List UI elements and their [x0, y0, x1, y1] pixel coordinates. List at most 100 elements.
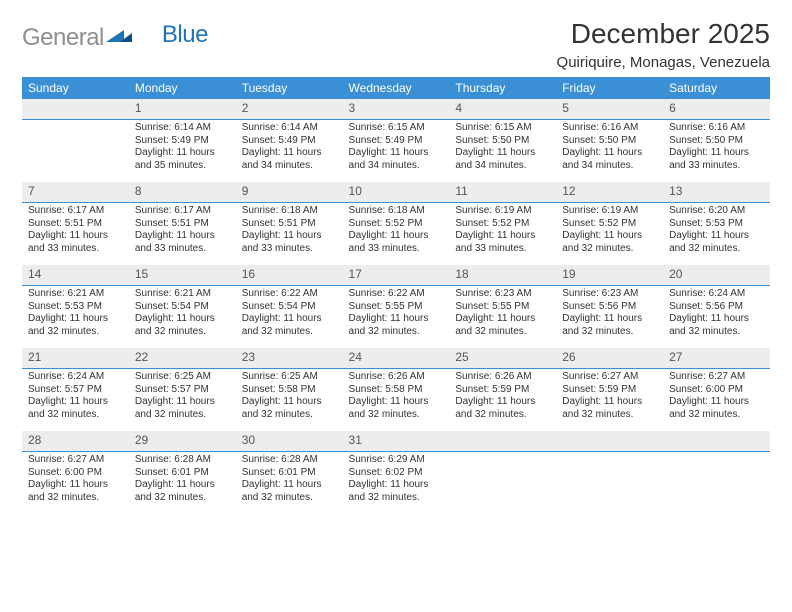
day-body: Sunrise: 6:24 AMSunset: 5:57 PMDaylight:…	[22, 369, 129, 431]
sunset-text: Sunset: 5:51 PM	[28, 218, 123, 231]
sunrise-text: Sunrise: 6:22 AM	[242, 288, 337, 301]
sunset-text: Sunset: 6:01 PM	[135, 467, 230, 480]
day-body	[22, 120, 129, 182]
sunset-text: Sunset: 5:50 PM	[455, 135, 550, 148]
day-cell	[556, 431, 663, 514]
sunrise-text: Sunrise: 6:15 AM	[349, 122, 444, 135]
sunset-text: Sunset: 5:53 PM	[28, 301, 123, 314]
week-row: 14Sunrise: 6:21 AMSunset: 5:53 PMDayligh…	[22, 265, 770, 348]
day-cell: 29Sunrise: 6:28 AMSunset: 6:01 PMDayligh…	[129, 431, 236, 514]
day-body: Sunrise: 6:27 AMSunset: 5:59 PMDaylight:…	[556, 369, 663, 431]
daylight-text: Daylight: 11 hours and 32 minutes.	[242, 479, 337, 504]
dow-saturday: Saturday	[663, 77, 770, 99]
day-number: 6	[663, 99, 770, 120]
day-number: 28	[22, 431, 129, 452]
sunset-text: Sunset: 5:49 PM	[135, 135, 230, 148]
daylight-text: Daylight: 11 hours and 32 minutes.	[28, 313, 123, 338]
sunrise-text: Sunrise: 6:17 AM	[28, 205, 123, 218]
sunset-text: Sunset: 5:56 PM	[562, 301, 657, 314]
day-body: Sunrise: 6:17 AMSunset: 5:51 PMDaylight:…	[22, 203, 129, 265]
sunset-text: Sunset: 6:00 PM	[28, 467, 123, 480]
sunrise-text: Sunrise: 6:23 AM	[455, 288, 550, 301]
day-number: 3	[343, 99, 450, 120]
day-body: Sunrise: 6:24 AMSunset: 5:56 PMDaylight:…	[663, 286, 770, 348]
day-number: 5	[556, 99, 663, 120]
day-cell: 22Sunrise: 6:25 AMSunset: 5:57 PMDayligh…	[129, 348, 236, 431]
calendar-table: Sunday Monday Tuesday Wednesday Thursday…	[22, 77, 770, 514]
day-number: 11	[449, 182, 556, 203]
sunrise-text: Sunrise: 6:24 AM	[28, 371, 123, 384]
sunrise-text: Sunrise: 6:17 AM	[135, 205, 230, 218]
logo-text-blue: Blue	[162, 21, 208, 49]
sunset-text: Sunset: 5:59 PM	[455, 384, 550, 397]
sunset-text: Sunset: 5:49 PM	[242, 135, 337, 148]
day-cell: 7Sunrise: 6:17 AMSunset: 5:51 PMDaylight…	[22, 182, 129, 265]
daylight-text: Daylight: 11 hours and 32 minutes.	[242, 313, 337, 338]
sunrise-text: Sunrise: 6:14 AM	[242, 122, 337, 135]
day-cell: 11Sunrise: 6:19 AMSunset: 5:52 PMDayligh…	[449, 182, 556, 265]
logo: GeneralBlue	[22, 18, 208, 52]
dow-monday: Monday	[129, 77, 236, 99]
day-number: 21	[22, 348, 129, 369]
sunset-text: Sunset: 5:54 PM	[242, 301, 337, 314]
daylight-text: Daylight: 11 hours and 32 minutes.	[562, 313, 657, 338]
day-number: 18	[449, 265, 556, 286]
daylight-text: Daylight: 11 hours and 32 minutes.	[349, 396, 444, 421]
day-body: Sunrise: 6:22 AMSunset: 5:55 PMDaylight:…	[343, 286, 450, 348]
sunset-text: Sunset: 5:49 PM	[349, 135, 444, 148]
day-number	[556, 431, 663, 452]
day-number: 12	[556, 182, 663, 203]
day-number: 16	[236, 265, 343, 286]
day-body: Sunrise: 6:14 AMSunset: 5:49 PMDaylight:…	[236, 120, 343, 182]
daylight-text: Daylight: 11 hours and 32 minutes.	[28, 479, 123, 504]
sunrise-text: Sunrise: 6:14 AM	[135, 122, 230, 135]
day-cell: 13Sunrise: 6:20 AMSunset: 5:53 PMDayligh…	[663, 182, 770, 265]
day-cell	[22, 99, 129, 182]
day-body: Sunrise: 6:27 AMSunset: 6:00 PMDaylight:…	[22, 452, 129, 514]
day-cell	[663, 431, 770, 514]
day-body: Sunrise: 6:15 AMSunset: 5:50 PMDaylight:…	[449, 120, 556, 182]
page: GeneralBlue December 2025 Quiriquire, Mo…	[0, 0, 792, 612]
dow-row: Sunday Monday Tuesday Wednesday Thursday…	[22, 77, 770, 99]
day-body: Sunrise: 6:23 AMSunset: 5:56 PMDaylight:…	[556, 286, 663, 348]
day-number: 20	[663, 265, 770, 286]
day-body: Sunrise: 6:17 AMSunset: 5:51 PMDaylight:…	[129, 203, 236, 265]
daylight-text: Daylight: 11 hours and 35 minutes.	[135, 147, 230, 172]
sunset-text: Sunset: 5:55 PM	[455, 301, 550, 314]
day-cell: 5Sunrise: 6:16 AMSunset: 5:50 PMDaylight…	[556, 99, 663, 182]
day-cell: 10Sunrise: 6:18 AMSunset: 5:52 PMDayligh…	[343, 182, 450, 265]
day-cell: 14Sunrise: 6:21 AMSunset: 5:53 PMDayligh…	[22, 265, 129, 348]
daylight-text: Daylight: 11 hours and 32 minutes.	[135, 313, 230, 338]
daylight-text: Daylight: 11 hours and 32 minutes.	[135, 479, 230, 504]
sunset-text: Sunset: 5:54 PM	[135, 301, 230, 314]
day-body: Sunrise: 6:18 AMSunset: 5:51 PMDaylight:…	[236, 203, 343, 265]
daylight-text: Daylight: 11 hours and 32 minutes.	[562, 396, 657, 421]
sunset-text: Sunset: 5:51 PM	[242, 218, 337, 231]
header: GeneralBlue December 2025 Quiriquire, Mo…	[22, 18, 770, 71]
day-number: 30	[236, 431, 343, 452]
sunrise-text: Sunrise: 6:22 AM	[349, 288, 444, 301]
day-body: Sunrise: 6:27 AMSunset: 6:00 PMDaylight:…	[663, 369, 770, 431]
daylight-text: Daylight: 11 hours and 32 minutes.	[28, 396, 123, 421]
dow-tuesday: Tuesday	[236, 77, 343, 99]
sunset-text: Sunset: 5:59 PM	[562, 384, 657, 397]
sunset-text: Sunset: 5:52 PM	[349, 218, 444, 231]
day-number: 2	[236, 99, 343, 120]
day-number: 24	[343, 348, 450, 369]
day-cell: 19Sunrise: 6:23 AMSunset: 5:56 PMDayligh…	[556, 265, 663, 348]
daylight-text: Daylight: 11 hours and 33 minutes.	[242, 230, 337, 255]
day-number: 25	[449, 348, 556, 369]
daylight-text: Daylight: 11 hours and 32 minutes.	[135, 396, 230, 421]
day-cell: 17Sunrise: 6:22 AMSunset: 5:55 PMDayligh…	[343, 265, 450, 348]
daylight-text: Daylight: 11 hours and 32 minutes.	[242, 396, 337, 421]
day-body: Sunrise: 6:20 AMSunset: 5:53 PMDaylight:…	[663, 203, 770, 265]
sunset-text: Sunset: 5:58 PM	[242, 384, 337, 397]
day-cell: 27Sunrise: 6:27 AMSunset: 6:00 PMDayligh…	[663, 348, 770, 431]
day-body: Sunrise: 6:21 AMSunset: 5:54 PMDaylight:…	[129, 286, 236, 348]
day-body: Sunrise: 6:26 AMSunset: 5:58 PMDaylight:…	[343, 369, 450, 431]
sunset-text: Sunset: 5:52 PM	[455, 218, 550, 231]
week-row: 21Sunrise: 6:24 AMSunset: 5:57 PMDayligh…	[22, 348, 770, 431]
week-row: 1Sunrise: 6:14 AMSunset: 5:49 PMDaylight…	[22, 99, 770, 182]
day-body: Sunrise: 6:23 AMSunset: 5:55 PMDaylight:…	[449, 286, 556, 348]
day-number: 7	[22, 182, 129, 203]
